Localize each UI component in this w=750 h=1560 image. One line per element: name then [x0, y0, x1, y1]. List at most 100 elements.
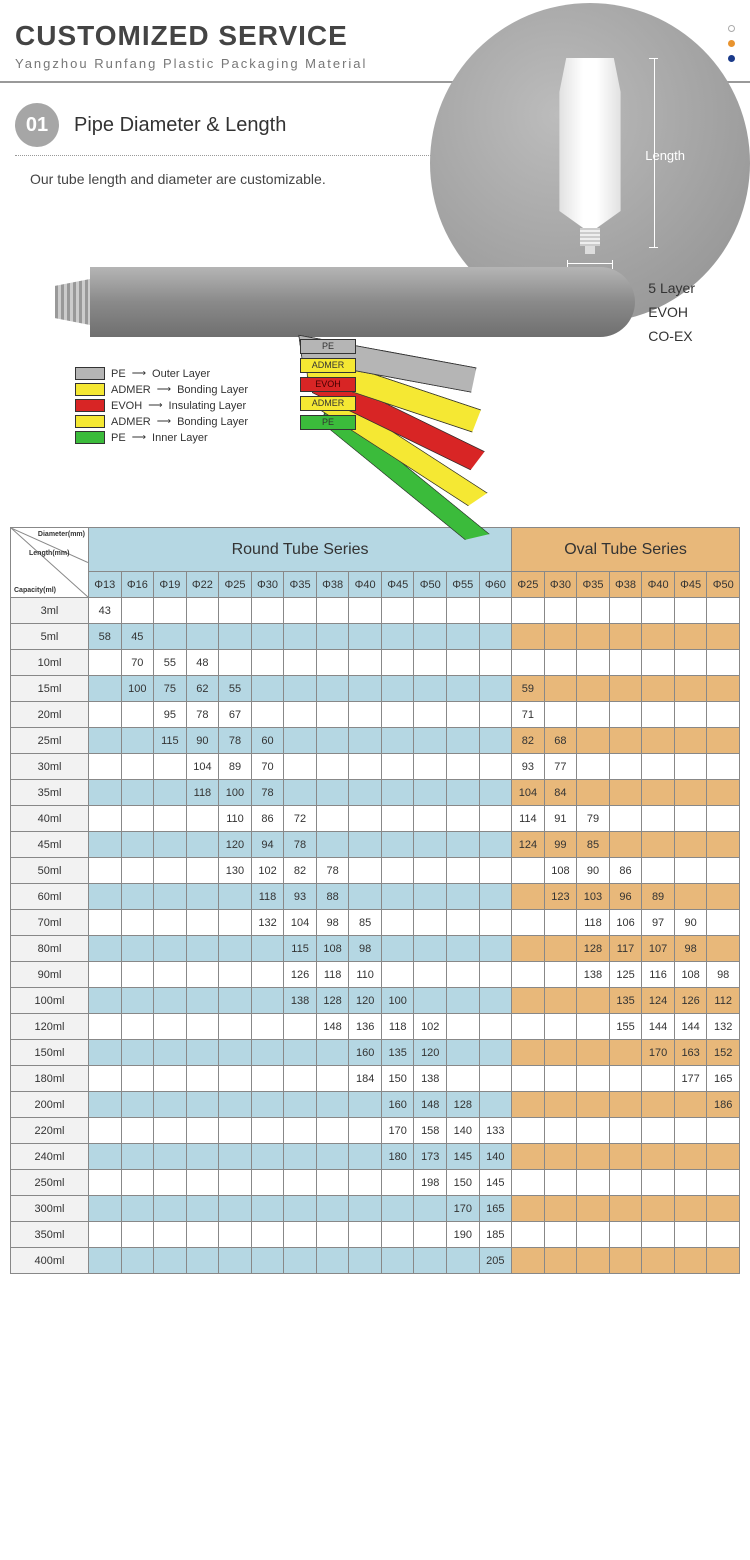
oval-cell: [544, 936, 577, 962]
round-cell: [121, 884, 154, 910]
layer-diagram: PE ADMER EVOH ADMER PE 5 LayerEVOHCO-EX …: [0, 207, 750, 527]
oval-cell: 155: [609, 1014, 642, 1040]
oval-cell: [609, 1040, 642, 1066]
round-cell: [121, 936, 154, 962]
round-cell: [414, 1196, 447, 1222]
round-cell: [414, 780, 447, 806]
round-cell: 126: [284, 962, 317, 988]
round-cell: [349, 1222, 382, 1248]
oval-cell: [512, 650, 545, 676]
oval-cell: 124: [512, 832, 545, 858]
round-cell: [479, 598, 512, 624]
round-cell: [121, 1170, 154, 1196]
capacity-cell: 60ml: [11, 884, 89, 910]
oval-cell: 152: [707, 1040, 740, 1066]
round-cell: [154, 624, 187, 650]
oval-cell: [642, 832, 675, 858]
round-cell: [316, 1066, 349, 1092]
oval-cell: 90: [674, 910, 707, 936]
round-cell: [381, 598, 414, 624]
oval-cell: [674, 1222, 707, 1248]
round-col-header: Φ40: [349, 572, 382, 598]
round-cell: [381, 1196, 414, 1222]
round-series-header: Round Tube Series: [89, 528, 512, 572]
round-cell: [447, 910, 480, 936]
oval-cell: [707, 1196, 740, 1222]
round-cell: 102: [414, 1014, 447, 1040]
oval-cell: [577, 650, 610, 676]
oval-cell: [512, 936, 545, 962]
peel-label: PE: [300, 413, 356, 432]
oval-cell: [642, 806, 675, 832]
oval-cell: 103: [577, 884, 610, 910]
oval-cell: [577, 1014, 610, 1040]
round-col-header: Φ45: [381, 572, 414, 598]
legend-row: ADMER ⟶ Bonding Layer: [75, 415, 248, 428]
round-cell: 173: [414, 1144, 447, 1170]
capacity-cell: 120ml: [11, 1014, 89, 1040]
round-cell: [89, 1196, 122, 1222]
oval-col-header: Φ50: [707, 572, 740, 598]
table-row: 15ml10075625559: [11, 676, 740, 702]
round-cell: [414, 1222, 447, 1248]
round-cell: [316, 624, 349, 650]
round-cell: [316, 728, 349, 754]
round-cell: 58: [89, 624, 122, 650]
oval-cell: 124: [642, 988, 675, 1014]
round-cell: 138: [414, 1066, 447, 1092]
round-cell: [447, 832, 480, 858]
dot-icon: [728, 25, 735, 32]
round-cell: [154, 1144, 187, 1170]
round-cell: 102: [251, 858, 284, 884]
oval-cell: 118: [577, 910, 610, 936]
round-cell: [414, 598, 447, 624]
round-cell: [349, 806, 382, 832]
round-cell: [251, 988, 284, 1014]
oval-cell: [674, 702, 707, 728]
round-cell: [89, 884, 122, 910]
round-cell: [219, 1066, 252, 1092]
round-cell: 94: [251, 832, 284, 858]
round-cell: [479, 936, 512, 962]
oval-cell: 125: [609, 962, 642, 988]
oval-cell: [609, 702, 642, 728]
round-cell: [186, 1014, 219, 1040]
summary-label: 5 Layer: [648, 277, 695, 301]
round-cell: 160: [349, 1040, 382, 1066]
round-cell: [349, 728, 382, 754]
round-cell: [89, 650, 122, 676]
oval-cell: [544, 1118, 577, 1144]
round-cell: [479, 832, 512, 858]
round-cell: [89, 806, 122, 832]
round-cell: [219, 1248, 252, 1274]
round-cell: [414, 910, 447, 936]
oval-cell: [642, 780, 675, 806]
dot-icon: [728, 40, 735, 47]
round-cell: [89, 676, 122, 702]
oval-col-header: Φ38: [609, 572, 642, 598]
oval-cell: [577, 598, 610, 624]
legend-swatch-icon: [75, 367, 105, 380]
round-cell: [186, 884, 219, 910]
arrow-icon: ⟶: [132, 368, 146, 379]
round-cell: [89, 962, 122, 988]
round-cell: 75: [154, 676, 187, 702]
oval-cell: [674, 1144, 707, 1170]
layer-legend: PE ⟶ Outer Layer ADMER ⟶ Bonding Layer E…: [75, 367, 248, 447]
legend-role: Bonding Layer: [177, 416, 248, 428]
round-cell: 158: [414, 1118, 447, 1144]
round-cell: 93: [284, 884, 317, 910]
oval-cell: [609, 624, 642, 650]
round-cell: [284, 1014, 317, 1040]
oval-cell: 104: [512, 780, 545, 806]
capacity-cell: 200ml: [11, 1092, 89, 1118]
legend-row: PE ⟶ Inner Layer: [75, 431, 248, 444]
oval-cell: 85: [577, 832, 610, 858]
round-cell: [219, 936, 252, 962]
oval-cell: [707, 598, 740, 624]
legend-material: EVOH: [111, 400, 142, 412]
oval-cell: [577, 1222, 610, 1248]
round-cell: [251, 702, 284, 728]
round-cell: [447, 728, 480, 754]
oval-col-header: Φ25: [512, 572, 545, 598]
